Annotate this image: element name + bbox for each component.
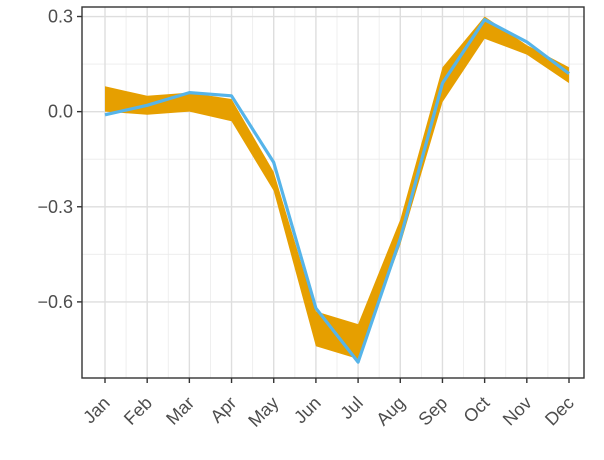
grid-minor [82, 7, 584, 378]
x-tick-label-apr: Apr [206, 393, 240, 427]
band-layer [105, 16, 569, 359]
x-tick-label-sep: Sep [414, 393, 451, 430]
x-tick-label-jul: Jul [337, 393, 367, 423]
x-tick-label-mar: Mar [162, 393, 198, 429]
y-tick-label: 0.3 [48, 7, 73, 27]
series-line-1 [104, 18, 570, 364]
y-tick-label: −0.3 [37, 197, 73, 217]
x-tick-label-feb: Feb [120, 393, 156, 429]
x-tick-label-dec: Dec [541, 393, 578, 430]
x-tick-label-jan: Jan [79, 393, 114, 428]
x-tick-label-aug: Aug [372, 393, 409, 430]
x-tick-label-nov: Nov [499, 393, 536, 430]
x-axis: Jan Feb Mar Apr May Jun Jul Aug Sep Oct Nov Dec [79, 378, 578, 431]
panel-border [81, 6, 585, 379]
ribbon-band [105, 16, 569, 359]
x-tick-label-jun: Jun [290, 393, 325, 428]
y-axis: 0.3 0.0 −0.3 −0.6 [37, 7, 82, 312]
panel-background [82, 7, 584, 378]
x-tick-label-oct: Oct [460, 393, 494, 427]
y-tick-label: −0.6 [37, 292, 73, 312]
y-tick-label: 0.0 [48, 102, 73, 122]
line-layer [104, 18, 570, 364]
x-tick-label-may: May [244, 393, 282, 431]
